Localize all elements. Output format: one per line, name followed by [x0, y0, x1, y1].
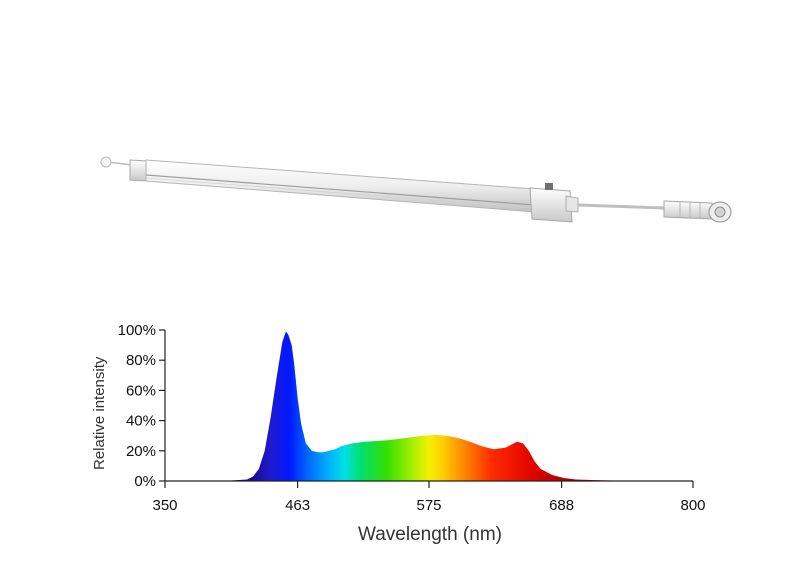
y-tick-label: 60%	[126, 382, 156, 399]
x-tick-label: 800	[680, 497, 705, 514]
spectrum-area	[165, 331, 693, 481]
product-image	[100, 156, 732, 223]
y-tick-label: 100%	[118, 322, 156, 339]
y-tick-label: 80%	[126, 352, 156, 369]
axes: 0% 20% 40% 60% 80% 100% 350 463 575 688 800	[118, 322, 706, 514]
x-tick-label: 350	[152, 497, 177, 514]
y-tick-label: 40%	[126, 413, 156, 430]
x-axis-title: Wavelength (nm)	[358, 524, 502, 545]
light-bar	[100, 156, 732, 223]
x-ticks: 350 463 575 688 800	[152, 481, 706, 514]
x-tick-label: 463	[285, 497, 310, 514]
plot-area	[165, 331, 693, 481]
spectrum-chart: 0% 20% 40% 60% 80% 100% 350 463 575 688 800 Wavel…	[91, 322, 706, 545]
y-ticks: 0% 20% 40% 60% 80% 100%	[118, 322, 165, 490]
y-tick-label: 20%	[126, 443, 156, 460]
x-tick-label: 688	[549, 497, 574, 514]
y-axis-title: Relative intensity	[91, 356, 108, 470]
y-tick-label: 0%	[134, 473, 156, 490]
x-tick-label: 575	[416, 497, 441, 514]
